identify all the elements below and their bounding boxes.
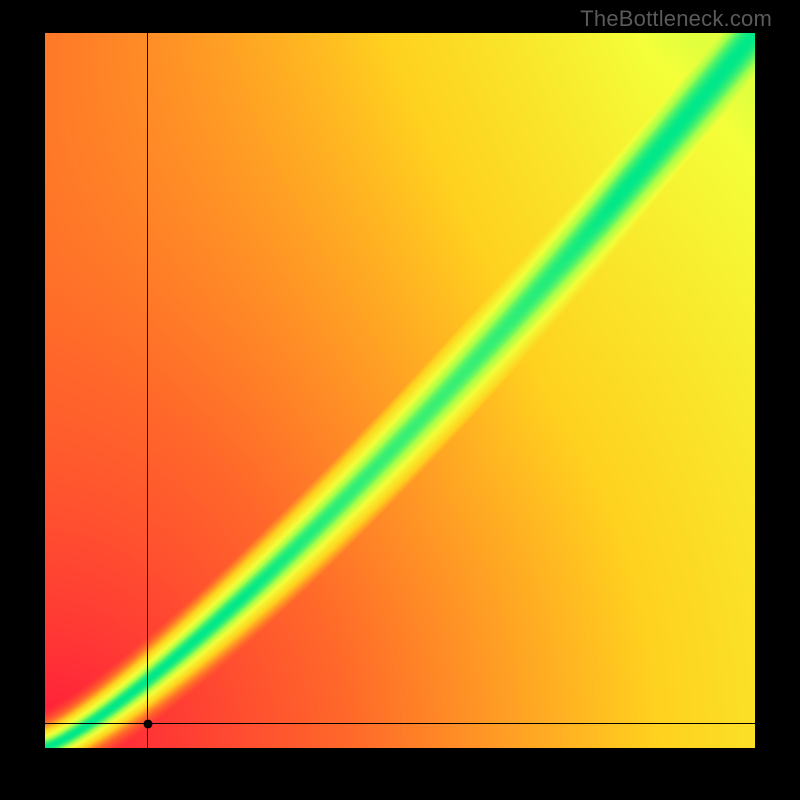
heatmap-canvas — [45, 33, 755, 748]
crosshair-vertical-line — [147, 33, 148, 748]
bottleneck-heatmap — [45, 33, 755, 748]
crosshair-marker-dot — [143, 719, 152, 728]
watermark-text: TheBottleneck.com — [580, 6, 772, 32]
